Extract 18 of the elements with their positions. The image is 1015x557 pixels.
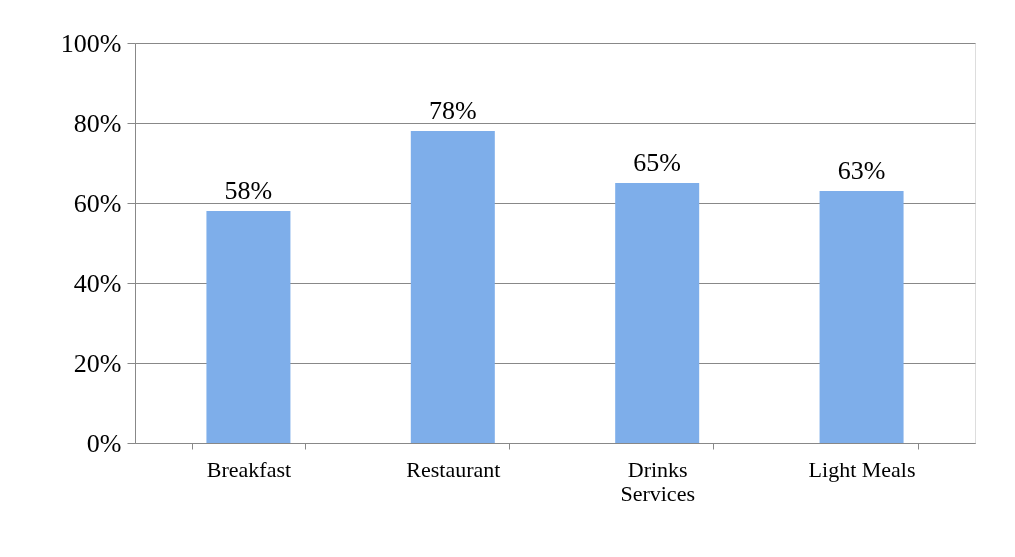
y-tick-label: 20% [73, 348, 122, 378]
y-tick-label: 60% [73, 188, 122, 218]
x-tick-label: Drinks Services [620, 456, 695, 506]
data-label: 65% [633, 148, 682, 177]
y-tick-label: 40% [73, 268, 122, 298]
y-tick-label: 80% [73, 108, 122, 138]
data-label: 58% [224, 176, 273, 205]
y-tick-label: 0% [86, 428, 122, 458]
bar [819, 191, 904, 443]
data-label: 63% [837, 156, 886, 185]
y-tick-label: 100% [60, 28, 122, 58]
x-tick-label: Breakfast [206, 456, 292, 482]
bar [410, 131, 495, 443]
bar [206, 211, 291, 443]
bar [615, 183, 700, 443]
x-tick-label: Light Meals [808, 456, 916, 482]
data-label: 78% [428, 96, 477, 125]
x-tick-label: Restaurant [406, 456, 501, 482]
